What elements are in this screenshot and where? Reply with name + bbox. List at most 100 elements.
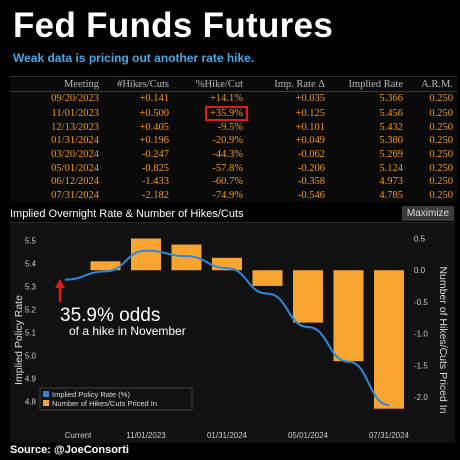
cell-hikes-cuts: -2.182	[141, 189, 169, 201]
cell-implied-rate: 5.432	[379, 121, 403, 133]
y-tick-label: 4.8	[25, 398, 37, 407]
legend-label-hikes: Number of Hikes/Cuts Priced In	[52, 399, 157, 408]
table-row[interactable]: 07/31/2024 -2.182 -74.9% -0.546 4.785 0.250	[10, 189, 457, 203]
cell-implied-rate: 5.456	[379, 107, 403, 119]
annotation-arrow-head	[55, 279, 65, 288]
legend-label-rate: Implied Policy Rate (%)	[52, 390, 130, 399]
y-axis-label: Implied Policy Rate	[13, 295, 25, 385]
cell-arm: 0.250	[429, 149, 453, 161]
cell-hikes-cuts: +0.500	[139, 107, 169, 119]
bar-hikes-cuts	[131, 238, 161, 271]
bar-hikes-cuts	[90, 261, 121, 271]
cell-hikes-cuts: +0.141	[139, 93, 169, 105]
col-header-imp-rate-delta[interactable]: Imp. Rate Δ	[247, 77, 329, 92]
bar-hikes-cuts	[333, 270, 364, 362]
col-header-hikes-cuts[interactable]: #Hikes/Cuts	[103, 77, 173, 92]
cell-implied-rate: 4.973	[379, 176, 403, 188]
y2-tick-label: 0.0	[414, 266, 426, 275]
x-tick-label: 11/01/2023	[126, 431, 166, 440]
x-tick-label: 05/01/2024	[288, 431, 329, 440]
highlight-box: +35.9%	[204, 105, 248, 121]
cell-arm: 0.250	[429, 121, 453, 133]
bar-hikes-cuts	[252, 270, 283, 286]
y-tick-label: 4.9	[25, 375, 37, 384]
cell-pct-hike-cut: +14.1%	[209, 93, 243, 105]
table-row[interactable]: 06/12/2024 -1.433 -60.7% -0.358 4.973 0.250	[10, 175, 457, 189]
table-row[interactable]: 12/13/2023 +0.405 -9.5% +0.101 5.432 0.250	[10, 121, 457, 135]
table-row[interactable]: 09/20/2023 +0.141 +14.1% +0.035 5.366 0.250	[10, 92, 457, 106]
chart-panel-title: Implied Overnight Rate & Number of Hikes…	[10, 208, 244, 220]
maximize-button[interactable]: Maximize	[402, 206, 454, 221]
cell-arm: 0.250	[429, 93, 453, 105]
cell-imp-rate-delta: +0.035	[295, 93, 325, 105]
cell-pct-hike-cut: -9.5%	[217, 121, 243, 133]
cell-meeting: 01/31/2024	[51, 135, 99, 147]
col-header-implied-rate[interactable]: Implied Rate	[329, 77, 407, 92]
cell-meeting: 05/01/2024	[51, 162, 99, 174]
cell-hikes-cuts: -0.825	[141, 162, 169, 174]
chart-legend: Implied Policy Rate (%) Number of Hikes/…	[39, 387, 193, 411]
cell-pct-hike-cut: -60.7%	[212, 176, 243, 188]
table-row[interactable]: 05/01/2024 -0.825 -57.8% -0.206 5.124 0.250	[10, 161, 457, 175]
cell-hikes-cuts: +0.196	[139, 135, 169, 147]
table-row[interactable]: 01/31/2024 +0.196 -20.9% +0.049 5.380 0.250	[10, 134, 457, 148]
cell-imp-rate-delta: -0.546	[297, 189, 325, 201]
table-header-row: Meeting #Hikes/Cuts %Hike/Cut Imp. Rate …	[10, 77, 457, 92]
y-tick-label: 5.4	[25, 260, 37, 269]
chart-svg: 5.5 5.4 5.3 5.2 5.1 5.0 4.9 4.8 0.5 0.0 -0.5 -1.0 -…	[13, 235, 449, 440]
col-header-meeting[interactable]: Meeting	[10, 77, 103, 92]
cell-imp-rate-delta: +0.101	[295, 121, 325, 133]
legend-swatch-hikes	[43, 400, 49, 406]
cell-implied-rate: 5.269	[379, 149, 403, 161]
annotation-text: 35.9% odds	[60, 305, 160, 326]
y2-tick-label: -0.5	[414, 298, 428, 307]
legend-swatch-rate	[43, 391, 49, 397]
cell-arm: 0.250	[429, 176, 453, 188]
cell-pct-hike-cut: +35.9%	[173, 105, 248, 121]
x-tick-label: 01/31/2024	[207, 431, 248, 440]
col-header-arm[interactable]: A.R.M.	[407, 77, 457, 92]
cell-meeting: 03/20/2024	[51, 149, 99, 161]
cell-imp-rate-delta: +0.049	[295, 135, 325, 147]
table-row[interactable]: 03/20/2024 -0.247 -44.3% -0.062 5.269 0.250	[10, 148, 457, 162]
cell-meeting: 11/01/2023	[51, 107, 99, 119]
cell-implied-rate: 5.124	[379, 162, 403, 174]
page-subtitle: Weak data is pricing out another rate hi…	[13, 51, 255, 65]
table-row[interactable]: 11/01/2023 +0.500 +35.9% +0.125 5.456 0.250	[10, 105, 457, 121]
futures-table: Meeting #Hikes/Cuts %Hike/Cut Imp. Rate …	[10, 76, 457, 203]
col-header-pct-hike-cut[interactable]: %Hike/Cut	[173, 77, 247, 92]
cell-arm: 0.250	[429, 189, 453, 201]
x-tick-label: 07/31/2024	[369, 431, 410, 440]
cell-implied-rate: 5.380	[379, 135, 403, 147]
y2-tick-label: 0.5	[414, 235, 426, 244]
implied-rate-line	[64, 249, 390, 406]
page-title: Fed Funds Futures	[13, 6, 334, 45]
cell-implied-rate: 5.366	[379, 93, 403, 105]
bar-hikes-cuts	[293, 270, 323, 323]
cell-meeting: 06/12/2024	[51, 176, 99, 188]
cell-imp-rate-delta: -0.062	[297, 149, 325, 161]
y-tick-label: 5.5	[25, 237, 37, 246]
cell-imp-rate-delta: -0.358	[297, 176, 325, 188]
bar-hikes-cuts	[374, 270, 404, 409]
cell-hikes-cuts: -1.433	[141, 176, 169, 188]
x-tick-label: Current	[65, 431, 92, 440]
y2-tick-label: -1.0	[414, 330, 428, 339]
cell-imp-rate-delta: +0.125	[295, 107, 325, 119]
cell-implied-rate: 4.785	[379, 189, 403, 201]
cell-pct-hike-cut: -57.8%	[212, 162, 243, 174]
chart-panel: 5.5 5.4 5.3 5.2 5.1 5.0 4.9 4.8 0.5 0.0 -0.5 -1.0 -…	[10, 222, 455, 443]
cell-pct-hike-cut: -44.3%	[212, 149, 243, 161]
cell-arm: 0.250	[429, 162, 453, 174]
cell-arm: 0.250	[429, 107, 453, 119]
source-credit: Source: @JoeConsorti	[10, 444, 129, 456]
cell-meeting: 09/20/2023	[51, 93, 99, 105]
cell-hikes-cuts: +0.405	[139, 121, 169, 133]
cell-imp-rate-delta: -0.206	[297, 162, 325, 174]
y-tick-label: 5.2	[25, 306, 37, 315]
y-tick-label: 5.3	[25, 283, 37, 292]
cell-meeting: 07/31/2024	[51, 189, 99, 201]
y-tick-label: 5.1	[25, 329, 37, 338]
cell-pct-hike-cut: -74.9%	[212, 189, 243, 201]
cell-hikes-cuts: -0.247	[141, 149, 169, 161]
